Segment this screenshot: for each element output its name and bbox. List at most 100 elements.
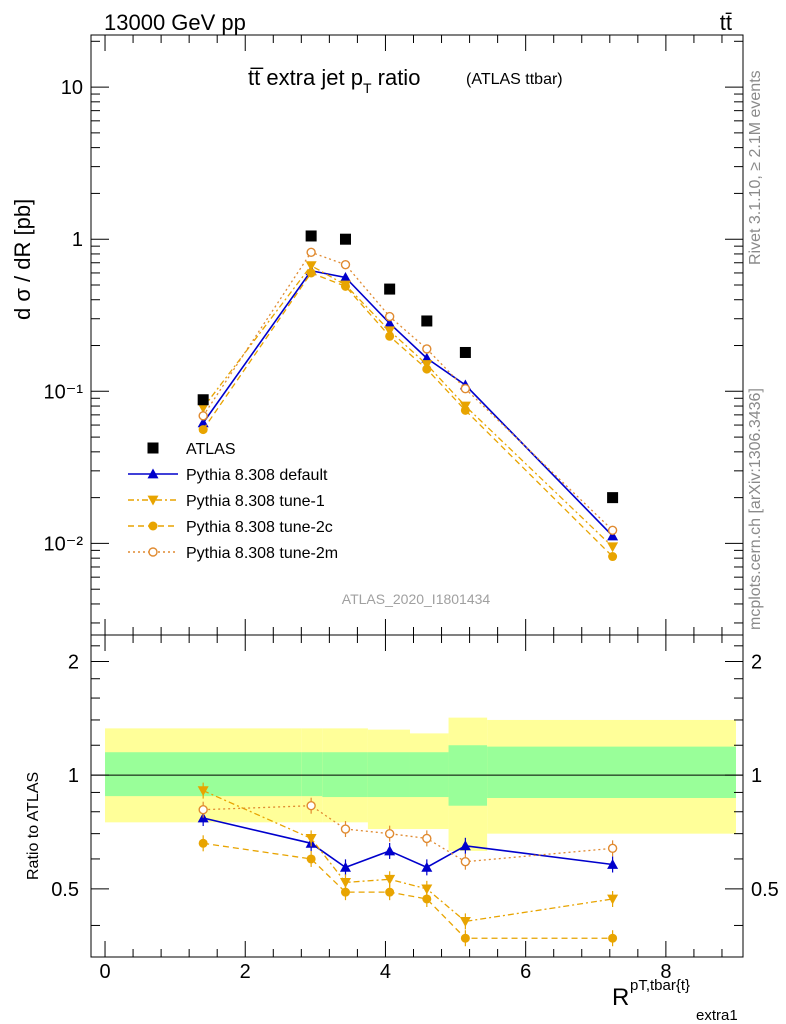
ratio-y-tick-right-2: 2 [751,651,762,673]
ratio-y-tick-left-1: 1 [68,765,79,787]
analysis-id: ATLAS_2020_I1801434 [342,591,491,607]
x-tick-label-2: 4 [380,961,391,983]
energy-label: 13000 GeV pp [104,10,246,35]
series-3-ratio-point-1 [306,801,316,811]
main-panel: 10⁻² 10⁻¹ 1 10 [44,34,744,636]
x-axis-label: R pT,tbar{t} extra1 [612,977,738,1024]
series-3-ratio-point-4 [422,833,432,844]
band-inner-2 [322,752,368,798]
main-y-ticks: 10⁻² 10⁻¹ 1 10 [44,40,743,624]
ratio-y-tick-right-0: 0.5 [751,879,779,901]
legend-entry-3: Pythia 8.308 tune-2m [128,545,338,562]
series-2-point-2 [340,281,350,291]
series-2-point-1 [306,268,316,278]
y-tick-label-top-2: 1 [72,229,83,251]
series-3-ratio-point-5 [460,856,471,867]
series-2-ratio-point-0 [198,838,208,848]
series-1-point-3 [384,326,396,337]
legend-label-data: ATLAS [186,441,236,458]
svg-text:R: R [612,984,629,1011]
plot-title: tt̅ extra jet pT ratio (ATLAS ttbar) [248,65,563,96]
ratio-y-ticks: 0.5 0.5 1 1 2 2 [51,645,779,926]
data-point-1 [305,230,317,242]
y-tick-label-top-1: 10⁻¹ [44,381,84,403]
band-inner-1 [301,752,323,797]
series-3-point-4 [422,344,432,354]
svg-text:tt̅ extra jet pT ratio: tt̅ extra jet pT ratio [248,65,420,96]
series-2-point-4 [422,364,432,374]
legend-entry-data: ATLAS [147,441,236,458]
ratio-x-ticks: 0 2 4 6 8 [99,635,723,983]
legend-marker-1 [147,495,159,506]
data-point-3 [384,283,396,295]
plot-title-note: (ATLAS ttbar) [466,71,563,88]
svg-text:extra1: extra1 [696,1007,738,1024]
ratio-panel: 0.5 0.5 1 1 2 2 0 2 4 6 8 [51,634,779,983]
series-2-ratio-point-3 [385,887,395,897]
svg-text:Ratio to ATLAS: Ratio to ATLAS [25,772,42,880]
series-line-ratio-2 [203,842,613,939]
series-2-ratio-point-1 [306,854,316,864]
series-1-point-6 [607,542,619,553]
ratio-y-tick-right-1: 1 [751,765,762,787]
series-1-point-1 [305,261,317,272]
y-axis-label-top: d σ / dR [pb] [10,199,35,320]
x-tick-label-0: 0 [99,961,110,983]
legend-label-1: Pythia 8.308 tune-1 [186,493,325,510]
series-2-point-6 [608,552,618,562]
data-point-2 [339,233,351,245]
band-inner-6 [487,746,736,798]
y-tick-label-top-0: 10⁻² [44,533,84,555]
series-3-point-2 [340,259,351,270]
main-x-ticks [104,35,723,635]
series-line-main-2 [202,272,614,557]
x-tick-label-1: 2 [240,961,251,983]
x-tick-label-4: 8 [660,961,671,983]
band-inner-3 [367,752,410,798]
x-tick-label-3: 6 [520,961,531,983]
series-2-point-3 [385,331,395,341]
series-2-point-0 [198,425,208,435]
series-0-ratio-point-3 [384,845,396,856]
legend: ATLAS Pythia 8.308 default Pythia 8.308 tu… [128,441,338,562]
mcplots-label: mcplots.cern.ch [arXiv:1306.3436] [747,388,764,630]
series-1-ratio-point-4 [421,884,433,895]
series-0-point-3 [384,317,396,328]
series-3-ratio-point-2 [340,824,351,834]
legend-entry-0: Pythia 8.308 default [128,467,328,484]
series-1-ratio-point-1 [305,834,317,844]
legend-entry-2: Pythia 8.308 tune-2c [128,519,333,536]
ratio-y-tick-left-2: 2 [68,651,79,673]
series-3-ratio-point-0 [198,805,208,815]
series-2-ratio-point-4 [422,894,432,904]
process-label: tt̄ [720,10,732,35]
series-3-point-3 [384,311,395,322]
series-1-ratio-point-3 [384,874,396,885]
band-inner-4 [409,752,449,798]
legend-label-2: Pythia 8.308 tune-2c [186,519,333,536]
main-panel-marks [197,230,619,562]
series-3-point-5 [460,384,471,394]
series-0-ratio-point-5 [459,840,471,851]
legend-entry-1: Pythia 8.308 tune-1 [128,493,325,510]
series-1-ratio-point-2 [339,878,351,888]
series-2-ratio-point-5 [460,933,470,943]
series-1-point-0 [197,403,209,414]
series-3-ratio-point-3 [384,828,395,839]
series-0-ratio-point-4 [421,861,433,872]
data-point-0 [197,394,209,406]
svg-text:pT,tbar{t}: pT,tbar{t} [630,977,690,994]
series-1-ratio-point-5 [459,916,471,927]
series-1-ratio-point-6 [607,894,619,905]
legend-marker-data [147,442,159,454]
series-0-point-6 [607,530,619,541]
y-tick-label-top-3: 10 [61,77,83,99]
legend-marker-3 [148,547,158,557]
series-2-ratio-point-2 [340,887,350,897]
ratio-y-tick-left-0: 0.5 [51,879,79,901]
series-3-point-1 [306,247,316,258]
data-point-5 [459,346,471,358]
ratio-panel-marks [91,717,743,947]
data-point-6 [607,492,619,504]
series-1-ratio-point-0 [197,786,209,797]
